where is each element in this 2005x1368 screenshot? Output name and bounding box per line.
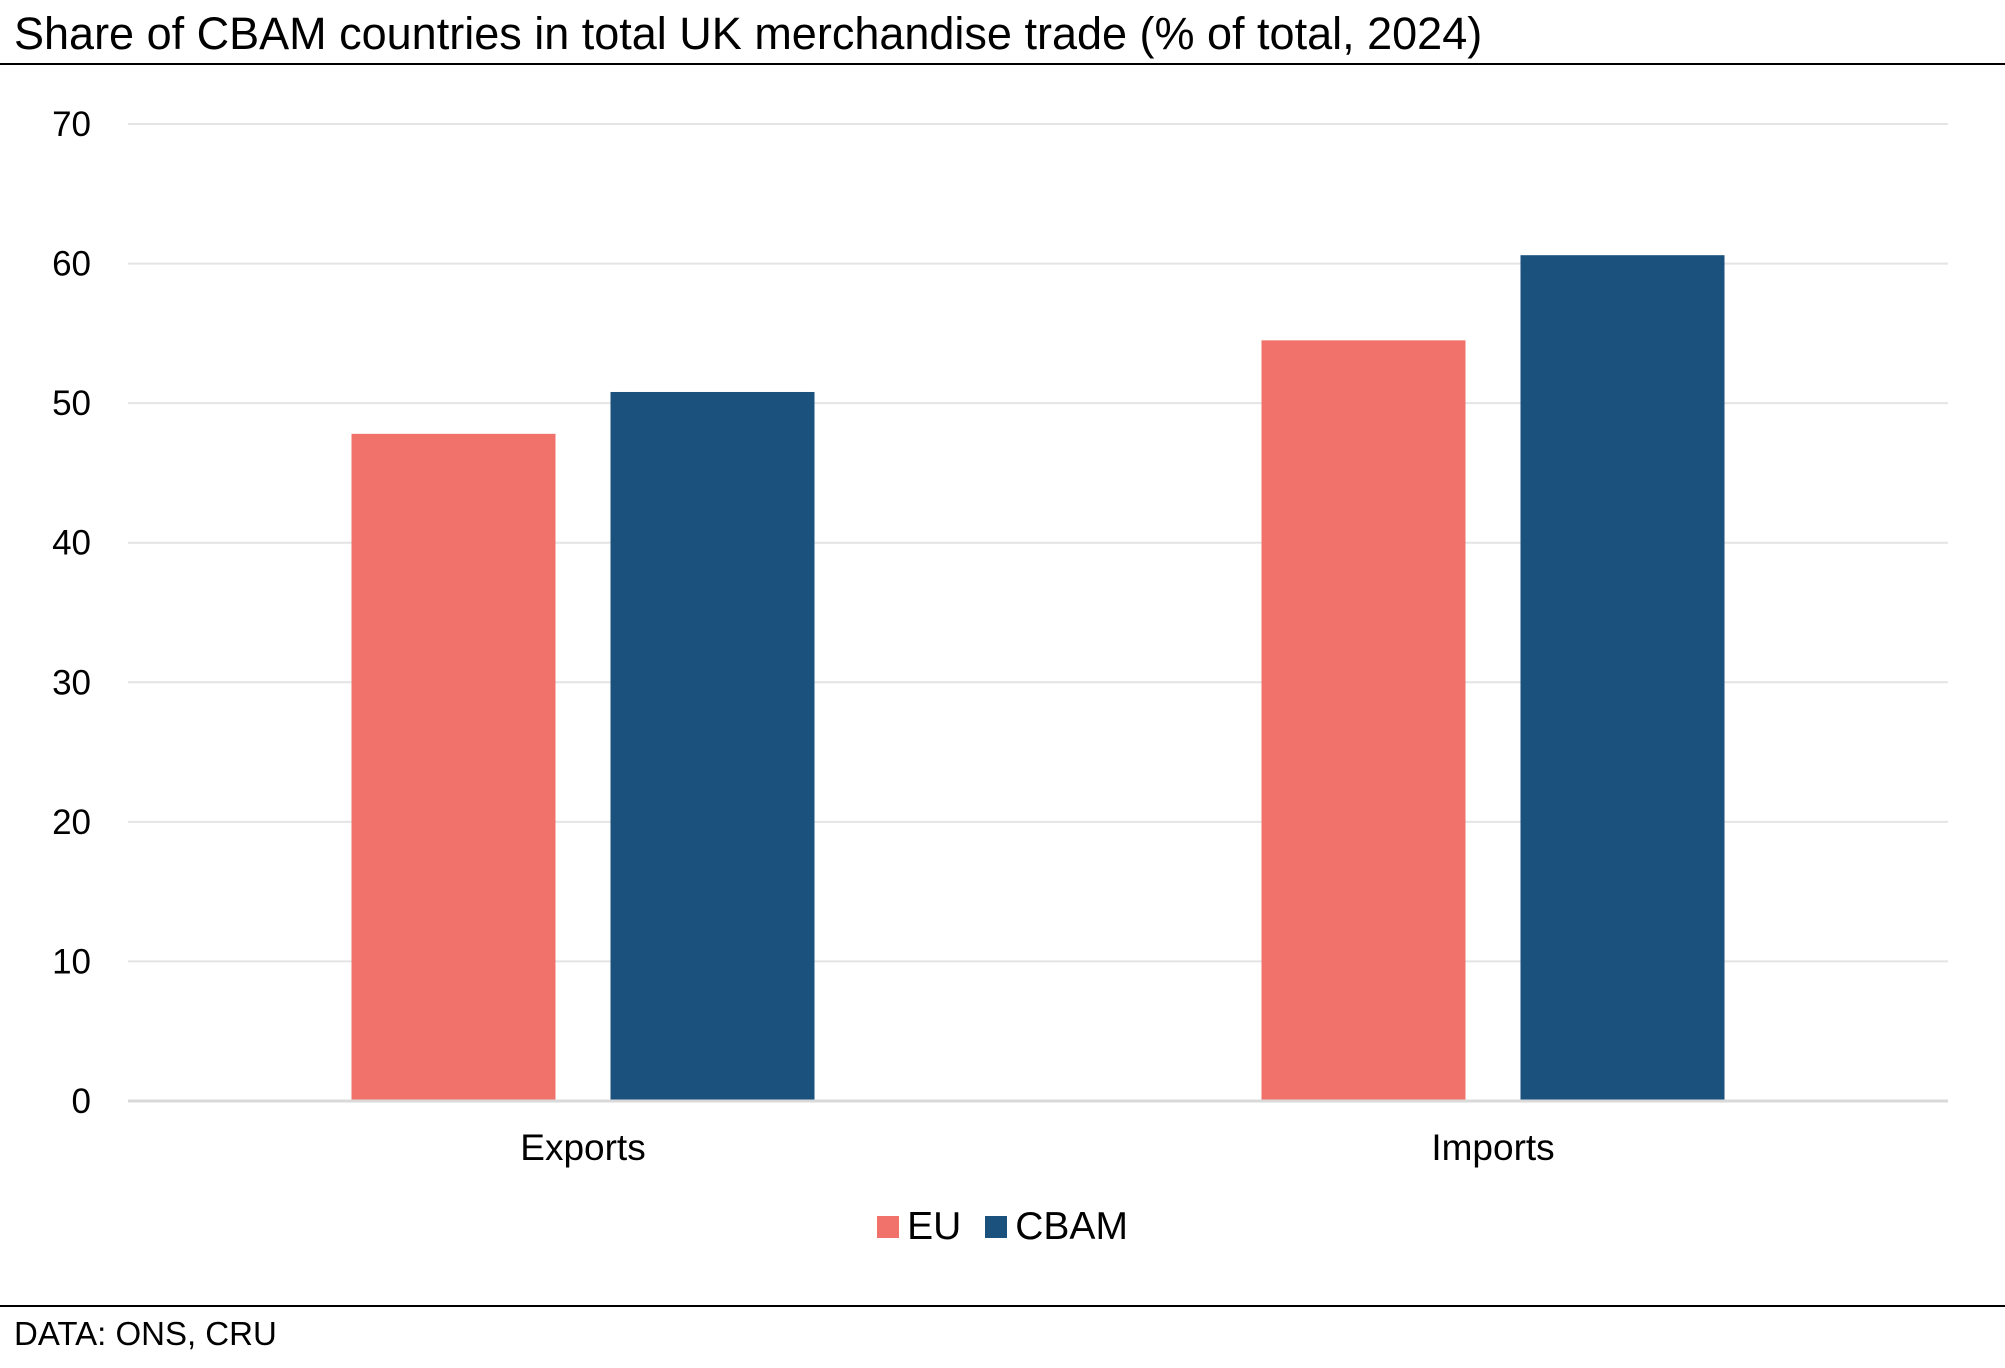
- legend-label-cbam: CBAM: [1015, 1205, 1128, 1248]
- y-tick-label-20: 20: [52, 803, 91, 842]
- bar-chart: 0 10 20 30 40 50 60 70 Exports Imports: [52, 105, 1948, 1168]
- y-tick-label-40: 40: [52, 524, 91, 563]
- legend-swatch-cbam: [985, 1216, 1008, 1238]
- x-category-label-exports: Exports: [520, 1127, 645, 1168]
- y-tick-label-50: 50: [52, 384, 91, 423]
- data-source: DATA: ONS, CRU: [14, 1315, 277, 1352]
- legend: EU CBAM: [0, 1205, 2005, 1249]
- bar-eu-exports: [351, 433, 556, 1101]
- legend-item-cbam: CBAM: [985, 1205, 1128, 1249]
- y-tick-label-70: 70: [52, 105, 91, 144]
- bar-cbam-imports: [1520, 255, 1725, 1101]
- legend-label-eu: EU: [907, 1205, 962, 1248]
- title-rule: [0, 63, 2005, 65]
- x-category-label-imports: Imports: [1431, 1127, 1554, 1168]
- legend-item-eu: EU: [877, 1205, 961, 1249]
- bar-cbam-exports: [610, 391, 815, 1101]
- y-tick-label-10: 10: [52, 942, 91, 981]
- y-tick-label-30: 30: [52, 663, 91, 702]
- source-rule: [0, 1305, 2005, 1307]
- y-tick-label-60: 60: [52, 245, 91, 284]
- chart-title: Share of CBAM countries in total UK merc…: [14, 8, 1483, 59]
- bar-eu-imports: [1261, 340, 1466, 1102]
- y-tick-label-0: 0: [72, 1082, 91, 1121]
- legend-swatch-eu: [877, 1216, 900, 1238]
